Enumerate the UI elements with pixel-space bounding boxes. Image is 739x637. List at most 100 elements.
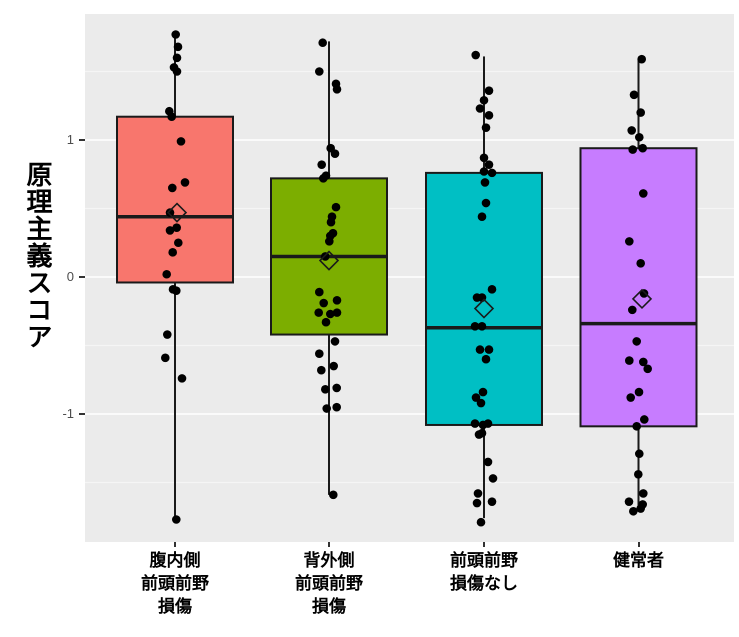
jitter-point xyxy=(326,309,335,319)
y-tick-label-0: 0 xyxy=(66,269,74,284)
jitter-point xyxy=(484,345,494,354)
jitter-point xyxy=(470,419,480,428)
x-tick-label-line: 健常者 xyxy=(613,551,664,570)
jitter-point xyxy=(625,356,634,365)
jitter-point xyxy=(332,402,341,412)
jitter-point xyxy=(162,269,171,279)
jitter-point xyxy=(636,108,645,117)
plot-panel xyxy=(85,14,734,542)
jitter-point xyxy=(640,415,649,424)
jitter-point xyxy=(330,149,340,158)
jitter-point xyxy=(180,178,190,187)
x-category-label-nopfc: 前頭前野 損傷なし xyxy=(407,549,561,595)
mean-diamond-no-PFC-lesion xyxy=(473,298,495,319)
jitter-point xyxy=(636,504,645,513)
jitter-point xyxy=(172,53,182,63)
jitter-point xyxy=(475,104,485,113)
jitter-point xyxy=(636,259,645,268)
jitter-point xyxy=(487,497,497,506)
x-tick-mark xyxy=(328,542,330,547)
jitter-point xyxy=(480,178,490,187)
jitter-point xyxy=(168,183,177,193)
jitter-point xyxy=(628,305,637,315)
jitter-point xyxy=(329,490,338,500)
jitter-point xyxy=(632,422,641,431)
jitter-point xyxy=(629,90,639,100)
jitter-point xyxy=(635,132,644,142)
y-tick-mark xyxy=(79,276,85,278)
x-tick-mark xyxy=(483,542,485,547)
jitter-point xyxy=(639,357,648,367)
jitter-point xyxy=(165,226,175,235)
x-category-label-vmpfc: 腹内側 前頭前野 損傷 xyxy=(98,549,252,618)
jitter-point xyxy=(637,54,646,64)
jitter-point xyxy=(484,160,494,169)
jitter-point xyxy=(632,337,641,346)
jitter-point xyxy=(487,168,497,178)
jitter-point xyxy=(332,308,342,317)
jitter-point xyxy=(479,167,489,176)
jitter-point xyxy=(177,374,187,383)
jitter-point xyxy=(314,308,323,317)
jitter-point xyxy=(325,237,334,246)
jitter-point xyxy=(319,174,328,183)
jitter-point xyxy=(474,430,484,439)
jitter-point xyxy=(331,202,341,212)
box-vmPFC-lesion xyxy=(116,115,234,284)
x-tick-label-line: 腹内側 xyxy=(149,551,201,570)
jitter-point xyxy=(322,404,331,413)
jitter-point xyxy=(171,30,180,39)
jitter-point xyxy=(471,50,481,60)
jitter-point xyxy=(174,238,183,248)
jitter-point xyxy=(484,111,494,120)
jitter-point xyxy=(476,517,486,527)
x-tick-label-line: 背外側 xyxy=(303,551,355,570)
box-healthy-controls xyxy=(579,147,698,428)
jitter-point xyxy=(472,498,482,508)
jitter-point xyxy=(473,489,483,498)
y-tick-label-1: 1 xyxy=(66,132,74,147)
jitter-point xyxy=(626,393,635,402)
jitter-point xyxy=(639,189,648,198)
jitter-point xyxy=(478,420,488,430)
jitter-point xyxy=(629,506,638,516)
jitter-point xyxy=(624,497,634,506)
jitter-point xyxy=(315,349,324,359)
boxplot-canvas xyxy=(85,30,734,527)
y-tick-label-neg1: -1 xyxy=(62,406,74,421)
jitter-point xyxy=(317,365,326,375)
jitter-point xyxy=(639,489,648,498)
jitter-point xyxy=(481,354,491,364)
x-tick-mark xyxy=(637,542,640,547)
jitter-point xyxy=(471,393,481,402)
jitter-point xyxy=(332,85,342,94)
jitter-point xyxy=(167,112,176,122)
jitter-point xyxy=(329,361,338,371)
jitter-point xyxy=(176,137,186,146)
jitter-point xyxy=(639,289,649,298)
y-tick-mark xyxy=(79,413,85,415)
jitter-point xyxy=(478,387,488,397)
x-category-label-healthy: 健常者 xyxy=(562,549,716,572)
jitter-point xyxy=(172,515,181,524)
jitter-point xyxy=(635,449,644,459)
jitter-point xyxy=(330,337,340,346)
y-tick-mark xyxy=(79,139,85,141)
jitter-point xyxy=(477,212,487,222)
jitter-point xyxy=(487,285,497,294)
jitter-point xyxy=(483,457,493,467)
y-axis-title: 原理主義スコア xyxy=(23,161,53,350)
jitter-point xyxy=(488,474,498,483)
x-tick-label-line: 損傷 xyxy=(312,597,346,616)
jitter-point xyxy=(161,353,170,363)
jitter-point xyxy=(625,237,634,246)
jitter-point xyxy=(172,286,181,296)
jitter-point xyxy=(165,208,175,217)
jitter-point xyxy=(163,330,172,339)
jitter-point xyxy=(321,317,331,327)
x-tick-label-line: 前頭前野 xyxy=(141,574,209,593)
jitter-point xyxy=(321,252,330,261)
jitter-point xyxy=(477,322,487,331)
jitter-point xyxy=(634,387,644,397)
